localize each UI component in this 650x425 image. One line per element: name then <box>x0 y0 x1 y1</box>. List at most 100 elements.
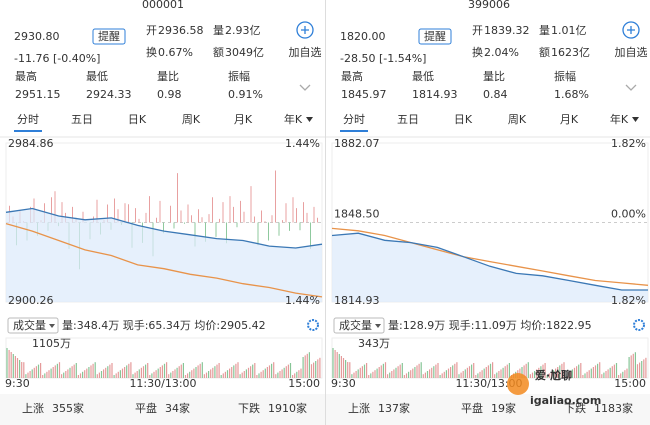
time-label: 9:30 <box>5 377 30 390</box>
breadth-bg <box>326 394 650 425</box>
price-change: -11.76 [-0.40%] <box>14 52 100 65</box>
stat-label: 最高 <box>15 69 37 83</box>
add-watchlist[interactable]: 加自选 <box>615 46 648 59</box>
alert-button[interactable] <box>418 28 452 45</box>
add-watchlist-icon[interactable] <box>296 21 314 39</box>
period-tab[interactable]: 月K <box>560 113 579 126</box>
stat-value: 1.68% <box>554 88 589 101</box>
line2 <box>331 227 649 286</box>
quote-label: 量 <box>539 24 550 37</box>
watermark-name: 爱·尬聊 <box>535 368 572 382</box>
stat-label: 最低 <box>86 70 108 83</box>
settings-gear[interactable] <box>633 319 645 331</box>
stat-label: 量比 <box>483 70 505 83</box>
quote-value: 2936.58 <box>158 24 204 37</box>
quote-label: 额 <box>539 46 550 59</box>
time-label: 9:30 <box>331 377 356 390</box>
quote-value: 1623亿 <box>551 46 590 59</box>
add-watchlist[interactable]: 加自选 <box>289 46 322 59</box>
stat-value: 1845.97 <box>341 88 387 101</box>
stat-label: 最高 <box>341 69 363 83</box>
quote-value: 2.04% <box>484 46 519 59</box>
period-tab[interactable]: 年K <box>610 112 629 126</box>
period-tab[interactable]: 周K <box>182 113 201 126</box>
breadth-label: 平盘 <box>135 401 157 415</box>
quote-value: 1.01亿 <box>551 24 587 37</box>
price-change: -28.50 [-1.54%] <box>340 52 426 65</box>
period-tab[interactable]: 日K <box>128 113 147 126</box>
alert-button[interactable] <box>92 28 126 45</box>
y-min-label: 2900.26 <box>8 294 54 307</box>
y-min-pct: 1.82% <box>611 294 646 307</box>
quote-label: 换 <box>472 45 483 59</box>
y-max-pct: 1.82% <box>611 137 646 150</box>
volume-max: 1105万 <box>32 337 71 350</box>
price-area <box>332 233 648 302</box>
breadth-value: 34家 <box>165 401 190 415</box>
volume-info: 量:348.4万 现手:65.34万 均价:2905.42 <box>62 318 266 332</box>
stat-value: 0.91% <box>228 88 263 101</box>
breadth-value: 1910家 <box>268 401 307 415</box>
stat-label: 最低 <box>412 70 434 83</box>
tab-underline <box>340 130 368 132</box>
selector-arrow <box>49 324 55 328</box>
breadth-value: 19家 <box>491 401 516 415</box>
watermark-site: igaliao.com <box>530 394 601 407</box>
line2 <box>5 222 323 298</box>
period-tab[interactable]: 分时 <box>343 113 365 126</box>
volume-info: 量:128.9万 现手:11.09万 均价:1822.95 <box>388 318 592 332</box>
index-code: 399006 <box>468 0 510 11</box>
alert-button-label: 提醒 <box>424 30 446 43</box>
add-watchlist-icon[interactable] <box>622 21 640 39</box>
y-max-label: 1882.07 <box>334 137 380 150</box>
price-line <box>331 232 648 291</box>
period-tab[interactable]: 五日 <box>71 113 93 126</box>
expand-chevron[interactable] <box>625 84 637 91</box>
price-line <box>5 207 323 249</box>
breadth-label: 平盘 <box>461 401 483 415</box>
period-tab[interactable]: 月K <box>234 113 253 126</box>
breadth-label: 上涨 <box>22 402 44 415</box>
period-tab[interactable]: 年K <box>284 112 303 126</box>
quote-label: 量 <box>213 24 224 37</box>
breadth-value: 137家 <box>378 401 410 415</box>
stat-label: 量比 <box>157 70 179 83</box>
breadth-label: 下跌 <box>564 401 586 415</box>
stat-label: 振幅 <box>554 69 576 83</box>
expand-chevron[interactable] <box>299 84 311 91</box>
time-label: 15:00 <box>614 377 646 390</box>
period-tab[interactable]: 日K <box>454 113 473 126</box>
watermark-logo <box>507 373 529 395</box>
y-max-pct: 1.44% <box>285 137 320 150</box>
tab-dropdown <box>632 117 639 122</box>
quote-label: 换 <box>146 45 157 59</box>
period-tab[interactable]: 五日 <box>397 113 419 126</box>
quote-value: 1839.32 <box>484 24 530 37</box>
price-area <box>6 208 322 302</box>
breadth-label: 上涨 <box>348 402 370 415</box>
period-tab[interactable]: 周K <box>508 113 527 126</box>
settings-gear[interactable] <box>307 319 319 331</box>
time-label: 11:30/13:00 <box>129 377 196 390</box>
y-min-pct: 1.44% <box>285 294 320 307</box>
stat-value: 1814.93 <box>412 88 458 101</box>
tab-underline <box>14 130 42 132</box>
period-tab[interactable]: 分时 <box>17 113 39 126</box>
quote-value: 2.93亿 <box>225 24 261 37</box>
y-mid-label: 1848.50 <box>334 208 380 221</box>
quote-label: 开 <box>472 24 483 37</box>
volume-selector-label: 成交量 <box>339 318 372 332</box>
volume-selector[interactable] <box>333 317 385 334</box>
stat-value: 0.84 <box>483 88 508 101</box>
stat-value: 2951.15 <box>15 88 61 101</box>
volume-selector-label: 成交量 <box>13 318 46 332</box>
y-mid-pct: 0.00% <box>611 208 646 221</box>
time-label: 15:00 <box>288 377 320 390</box>
volume-selector[interactable] <box>7 317 59 334</box>
selector-arrow <box>375 324 381 328</box>
last-price: 2930.80 <box>14 30 60 43</box>
stat-value: 2924.33 <box>86 88 132 101</box>
index-code: 000001 <box>142 0 184 11</box>
